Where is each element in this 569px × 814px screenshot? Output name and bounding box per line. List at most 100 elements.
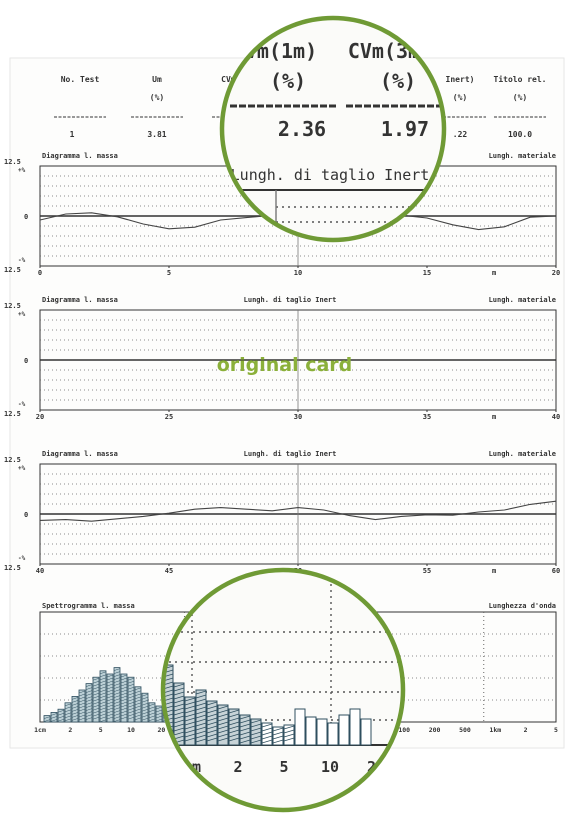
zoom-bottom-hatch	[228, 729, 240, 734]
x-tick-label: 15	[423, 269, 431, 277]
zoom-bottom-hatch	[228, 725, 240, 730]
spectro-hatch	[106, 707, 114, 711]
spectro-hatch	[127, 710, 135, 714]
x-tick-label: 45	[165, 567, 173, 575]
zoom-bottom-hatch	[206, 721, 218, 726]
zoom-bottom-hatch	[239, 731, 251, 736]
x-unit-label: m	[492, 567, 496, 575]
spectro-hatch	[92, 713, 100, 717]
spectro-hatch	[71, 715, 79, 718]
zoom-bottom-hatch	[173, 719, 185, 724]
zoom-bottom-hatch	[195, 734, 207, 739]
spectro-tick-label: 1cm	[34, 726, 46, 734]
x-tick-label: 0	[38, 269, 42, 277]
zoom-bottom-hatch	[206, 709, 218, 714]
spectro-hatch	[92, 692, 100, 696]
zoom-bottom-bar	[305, 716, 317, 746]
zoom-bottom-hatch	[239, 735, 251, 740]
zoom-bottom-hatch	[250, 739, 262, 744]
panel-mid-label: Lungh. di taglio Inert	[244, 296, 337, 304]
zoom-bottom-hatch	[173, 699, 185, 704]
zoom-bottom-hatch	[283, 737, 295, 742]
zoom-bottom-hatch	[228, 733, 240, 738]
spectro-hatch	[99, 671, 107, 675]
spectro-hatch	[113, 683, 121, 686]
spectro-hatch	[106, 713, 114, 717]
y-zero-label: 0	[24, 511, 28, 519]
zoom-bottom-hatch	[250, 727, 262, 732]
spectro-bar	[148, 702, 156, 723]
spectro-hatch	[127, 707, 135, 711]
spectro-hatch	[134, 690, 142, 694]
spectro-hatch	[120, 713, 128, 717]
x-tick-label: 40	[552, 413, 560, 421]
spectro-hatch	[113, 704, 121, 707]
zoom-bottom-hatch	[217, 721, 229, 726]
spectro-hatch	[113, 692, 121, 695]
zoom-bottom-hatch	[195, 702, 207, 707]
panel-right-label: Lungh. materiale	[489, 296, 556, 304]
zoom-bottom-tick: 5	[279, 758, 288, 776]
zoom-top-ring	[219, 15, 447, 243]
zoom-bottom-bar	[316, 718, 328, 746]
x-tick-label: 20	[36, 413, 44, 421]
spectro-hatch	[106, 680, 114, 684]
spectro-hatch	[127, 686, 135, 690]
spectro-hatch	[148, 703, 156, 707]
x-tick-label: 5	[167, 269, 171, 277]
zoom-bottom-hatch	[283, 733, 295, 738]
spectro-hatch	[141, 699, 149, 703]
spectro-hatch	[120, 680, 128, 684]
spectro-hatch	[99, 686, 107, 690]
y-bottom-unit: -%	[18, 401, 26, 408]
header-value-1: 3.81	[147, 130, 166, 139]
zoom-bottom-hatch	[228, 709, 240, 714]
header-unit-5: (%)	[513, 93, 527, 102]
spectro-hatch	[113, 707, 121, 710]
spectro-hatch	[85, 693, 93, 696]
spectro-bar	[64, 702, 72, 723]
y-top-unit: +%	[18, 311, 26, 318]
y-bottom-label: 12.5	[4, 564, 21, 572]
spectro-hatch	[99, 689, 107, 693]
spectro-hatch	[106, 710, 114, 714]
zoom-bottom-hatch	[206, 729, 218, 734]
spectro-hatch	[113, 689, 121, 692]
x-unit-label: m	[492, 269, 496, 277]
zoom-bottom-hatch	[184, 713, 196, 718]
zoom-bottom-hatch	[173, 727, 185, 732]
spectro-hatch	[155, 706, 163, 710]
zoom-bottom-hatch	[206, 701, 218, 706]
zoom-bottom-hatch	[217, 737, 229, 742]
spectro-bar	[43, 715, 51, 723]
spectro-right-label: Lunghezza d'onda	[489, 602, 556, 610]
spectro-hatch	[120, 677, 128, 681]
x-tick-label: 60	[552, 567, 560, 575]
zoom-bottom-hatch	[206, 705, 218, 710]
spectro-hatch	[85, 705, 93, 708]
x-tick-label: 40	[36, 567, 44, 575]
spectro-hatch	[92, 683, 100, 687]
zoom-bottom-bar	[173, 682, 185, 746]
zoom-bottom-hatch	[184, 729, 196, 734]
spectro-hatch	[57, 715, 65, 719]
spectro-hatch	[85, 684, 93, 687]
spectro-hatch	[99, 674, 107, 678]
spectro-hatch	[127, 704, 135, 708]
spectro-hatch	[148, 718, 156, 722]
spectro-hatch	[64, 718, 72, 722]
y-top-label: 12.5	[4, 302, 21, 310]
spectro-hatch	[57, 718, 65, 722]
spectro-hatch	[78, 705, 86, 709]
panel-title: Diagramma l. massa	[42, 152, 118, 160]
spectro-hatch	[64, 703, 72, 707]
zoom-bottom-hatch	[217, 713, 229, 718]
spectro-hatch	[113, 713, 121, 716]
panel-title: Diagramma l. massa	[42, 296, 118, 304]
zoom-bottom-hatch	[173, 707, 185, 712]
spectro-hatch	[99, 716, 107, 720]
zoom-bottom-hatch	[173, 683, 185, 688]
spectro-hatch	[92, 677, 100, 681]
